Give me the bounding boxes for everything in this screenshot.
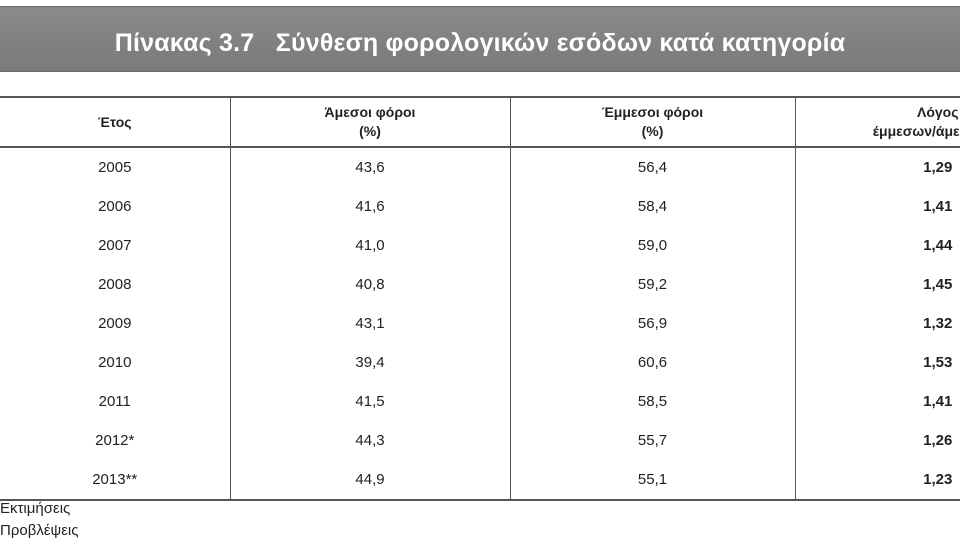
cell-direct: 40,8 <box>230 265 511 304</box>
cell-year: 2011 <box>0 382 231 421</box>
cell-year: 2005 <box>0 147 231 187</box>
header-row: Έτος Άμεσοι φόροι (%) Έμμεσοι φόροι (%) … <box>0 96 960 148</box>
table-row: 2005 43,6 56,4 1,29 <box>0 147 960 187</box>
header-indirect-label: Έμμεσοι φόροι <box>601 104 704 120</box>
table-row: 2008 40,8 59,2 1,45 <box>0 265 960 304</box>
header-direct-label: Άμεσοι φόροι <box>324 104 416 120</box>
cell-ratio: 1,32 <box>923 315 953 332</box>
cell-indirect: 58,4 <box>510 187 796 226</box>
cell-ratio: 1,23 <box>795 460 960 501</box>
header-indirect-taxes: Έμμεσοι φόροι (%) <box>510 96 796 148</box>
cell-year: 2013** <box>0 460 231 501</box>
footnote-forecasts: Προβλέψεις <box>0 522 79 539</box>
cell-ratio: 1,26 <box>923 432 953 449</box>
cell-indirect: 59,2 <box>510 265 796 304</box>
cell-ratio: 1,41 <box>923 393 953 410</box>
cell-year: 2007 <box>0 226 231 265</box>
cell-indirect: 60,6 <box>510 343 796 382</box>
title-bar: Πίνακας 3.7 Σύνθεση φορολογικών εσόδων κ… <box>0 6 960 72</box>
cell-ratio: 1,41 <box>923 198 953 215</box>
cell-year: 2009 <box>0 304 231 343</box>
cell-direct: 44,3 <box>230 421 511 460</box>
header-indirect-unit: (%) <box>641 123 664 139</box>
footnote-estimates: Εκτιμήσεις <box>0 500 71 517</box>
cell-ratio: 1,29 <box>923 159 953 176</box>
header-ratio: Λόγος έμμεσων/άμεσων φ <box>795 96 960 148</box>
tax-revenue-table: Έτος Άμεσοι φόροι (%) Έμμεσοι φόροι (%) … <box>0 96 960 501</box>
cell-indirect: 58,5 <box>510 382 796 421</box>
cell-ratio: 1,53 <box>923 354 953 371</box>
cell-direct: 39,4 <box>230 343 511 382</box>
cell-year: 2006 <box>0 187 231 226</box>
cell-year: 2012* <box>0 421 231 460</box>
header-ratio-subtitle: έμμεσων/άμεσων φ <box>872 123 960 139</box>
cell-direct: 43,6 <box>230 147 511 187</box>
header-year-label: Έτος <box>97 113 132 130</box>
table-row: 2012* 44,3 55,7 1,26 <box>0 421 960 460</box>
table-row: 2006 41,6 58,4 1,41 <box>0 187 960 226</box>
cell-indirect: 56,4 <box>510 147 796 187</box>
cell-ratio: 1,44 <box>923 237 953 254</box>
cell-indirect: 56,9 <box>510 304 796 343</box>
header-direct-unit: (%) <box>359 123 381 139</box>
cell-year: 2008 <box>0 265 231 304</box>
cell-ratio: 1,45 <box>923 276 953 293</box>
table-row: 2009 43,1 56,9 1,32 <box>0 304 960 343</box>
header-direct-taxes: Άμεσοι φόροι (%) <box>230 96 511 148</box>
cell-indirect: 59,0 <box>510 226 796 265</box>
header-year: Έτος <box>0 96 231 148</box>
cell-direct: 44,9 <box>230 460 511 501</box>
header-ratio-label: Λόγος <box>916 104 959 120</box>
cell-direct: 41,5 <box>230 382 511 421</box>
cell-direct: 41,6 <box>230 187 511 226</box>
footnotes: Εκτιμήσεις Προβλέψεις <box>0 498 78 542</box>
cell-direct: 43,1 <box>230 304 511 343</box>
table-title: Πίνακας 3.7 Σύνθεση φορολογικών εσόδων κ… <box>114 29 846 57</box>
cell-year: 2010 <box>0 343 231 382</box>
table-row: 2007 41,0 59,0 1,44 <box>0 226 960 265</box>
cell-direct: 41,0 <box>230 226 511 265</box>
cell-indirect: 55,7 <box>510 421 796 460</box>
table-row: 2010 39,4 60,6 1,53 <box>0 343 960 382</box>
table-row: 2011 41,5 58,5 1,41 <box>0 382 960 421</box>
table-container: Έτος Άμεσοι φόροι (%) Έμμεσοι φόροι (%) … <box>0 96 960 501</box>
cell-indirect: 55,1 <box>510 460 796 501</box>
table-row: 2013** 44,9 55,1 1,23 <box>0 460 960 501</box>
